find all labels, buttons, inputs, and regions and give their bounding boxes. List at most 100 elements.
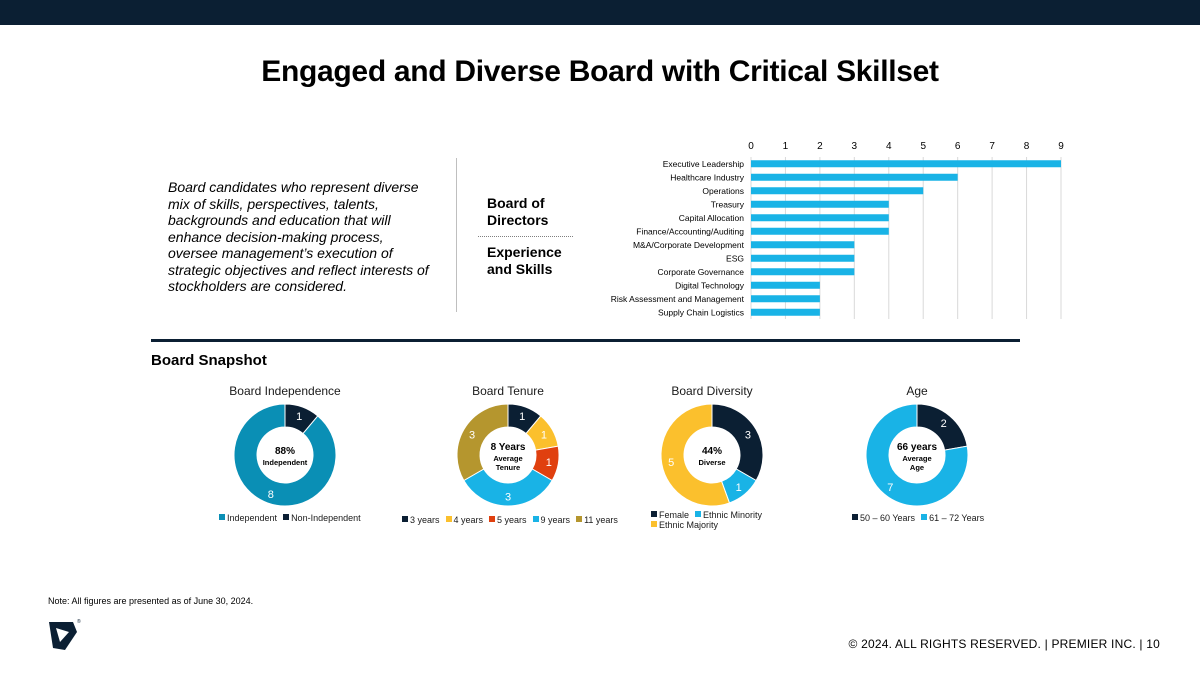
bar-executive-leadership [751, 160, 1061, 168]
donut-title: Board Diversity [671, 384, 752, 398]
legend-swatch [489, 516, 496, 522]
legend-item-female: Female [651, 510, 689, 520]
slice-11-years [456, 403, 509, 482]
logo-cutout [56, 628, 69, 642]
legend-label: 4 years [453, 515, 484, 525]
legend-label: Independent [227, 513, 278, 523]
legend-label: 3 years [410, 515, 440, 525]
slice-value-label: 1 [519, 411, 525, 423]
slice-value-label: 3 [745, 429, 751, 441]
board-snapshot-heading: Board Snapshot [151, 352, 267, 369]
donut-title: Board Independence [229, 384, 341, 398]
slice-value-label: 3 [505, 492, 511, 504]
legend-label: 11 years [584, 515, 618, 525]
legend-swatch [651, 511, 657, 517]
category-label-executive-leadership: Executive Leadership [663, 159, 745, 169]
vertical-divider [456, 158, 457, 312]
board-independence-donut: Board Independence 1 8 88%Independent [229, 384, 341, 507]
slice-female [711, 403, 764, 482]
donut-center-caption: Average [493, 454, 522, 463]
slice-value-label: 2 [941, 418, 947, 430]
board-of-directors-label: Board of Directors [487, 195, 548, 229]
top-banner [0, 0, 1200, 25]
donut-center-caption: Average [902, 454, 931, 463]
legend-swatch [921, 514, 928, 520]
board-label-line1: Board of [487, 195, 545, 211]
legend-label: 5 years [497, 515, 527, 525]
legend-item-3-years: 3 years [402, 515, 440, 525]
x-tick-label: 8 [1024, 141, 1030, 152]
legend-label: Female [659, 510, 690, 520]
skills-bar-chart: 0 1 2 3 4 5 6 7 8 9 Executive Leadership Healthcare… [611, 141, 1064, 319]
page-title: Engaged and Diverse Board with Critical … [261, 55, 939, 88]
donut-title: Board Tenure [472, 384, 544, 398]
category-label-finance-accounting-auditing: Finance/Accounting/Auditing [636, 226, 744, 236]
legend-item-non-independent: Non-Independent [283, 513, 361, 523]
donut-title: Age [906, 384, 928, 398]
logo-registered-mark: ® [77, 618, 81, 625]
slice-value-label: 1 [736, 482, 742, 494]
legend-label: 61 – 72 Years [929, 513, 985, 523]
legend-swatch [651, 521, 657, 527]
category-label-esg: ESG [726, 253, 744, 263]
legend-item-5-years: 5 years [489, 515, 527, 525]
bar-risk-assessment-and-management [751, 295, 820, 303]
intro-text: Board candidates who represent diverse m… [168, 179, 429, 294]
legend-item-9-years: 9 years [532, 515, 570, 525]
donut-center-value: 88% [275, 446, 295, 457]
slice-ethnic-majority [660, 403, 731, 507]
legend-swatch [852, 514, 858, 520]
bar-finance-accounting-auditing [751, 227, 889, 235]
bar-supply-chain-logistics [751, 308, 820, 316]
slice-value-label: 1 [296, 411, 302, 423]
category-label-digital-technology: Digital Technology [675, 280, 745, 290]
legend-swatch [402, 516, 408, 522]
bar-capital-allocation [751, 214, 889, 222]
legend-item-ethnic-majority: Ethnic Majority [651, 520, 718, 530]
dotted-divider [478, 236, 573, 237]
category-label-capital-allocation: Capital Allocation [679, 213, 744, 223]
legend-item-50-60-years: 50 – 60 Years [852, 513, 915, 523]
legend-label: 50 – 60 Years [860, 513, 916, 523]
diversity-legend: Female Ethnic MinorityEthnic Majority [651, 510, 801, 530]
slice-independent [233, 403, 337, 507]
donut-center-caption: Tenure [496, 463, 520, 472]
bar-esg [751, 254, 855, 262]
legend-item-4-years: 4 years [445, 515, 484, 525]
legend-swatch [445, 516, 452, 522]
slice-value-label: 8 [268, 489, 274, 501]
slice-value-label: 3 [469, 429, 475, 441]
slice-value-label: 1 [546, 457, 552, 469]
experience-label-line2: and Skills [487, 261, 553, 277]
legend-item-independent: Independent [219, 513, 277, 523]
legend-swatch [532, 516, 539, 522]
x-tick-label: 7 [989, 141, 995, 152]
independence-legend: Independent Non-Independent [219, 513, 389, 523]
bar-digital-technology [751, 281, 820, 289]
category-label-healthcare-industry: Healthcare Industry [670, 172, 744, 182]
legend-swatch [695, 511, 702, 517]
footnote: Note: All figures are presented as of Ju… [48, 596, 254, 606]
category-label-operations: Operations [702, 186, 744, 196]
legend-label: Non-Independent [291, 513, 361, 523]
legend-item-61-72-years: 61 – 72 Years [921, 513, 984, 523]
experience-label-line1: Experience [487, 244, 562, 260]
x-tick-label: 9 [1058, 141, 1064, 152]
footer-copyright: © 2024. ALL RIGHTS RESERVED. | PREMIER I… [848, 637, 1160, 651]
bar-operations [751, 187, 924, 195]
x-tick-label: 4 [886, 141, 892, 152]
category-label-supply-chain-logistics: Supply Chain Logistics [658, 307, 744, 317]
category-label-m-a-corporate-development: M&A/Corporate Development [633, 240, 745, 250]
donut-center-value: 66 years [897, 442, 937, 453]
x-tick-label: 3 [852, 141, 858, 152]
slice-value-label: 5 [668, 457, 674, 469]
legend-swatch [219, 514, 225, 520]
legend-label: Ethnic Majority [659, 520, 719, 530]
category-label-risk-assessment-and-management: Risk Assessment and Management [611, 294, 745, 304]
category-label-corporate-governance: Corporate Governance [658, 267, 745, 277]
section-rule [151, 339, 1020, 342]
bar-m-a-corporate-development [751, 241, 855, 249]
x-tick-label: 1 [783, 141, 789, 152]
